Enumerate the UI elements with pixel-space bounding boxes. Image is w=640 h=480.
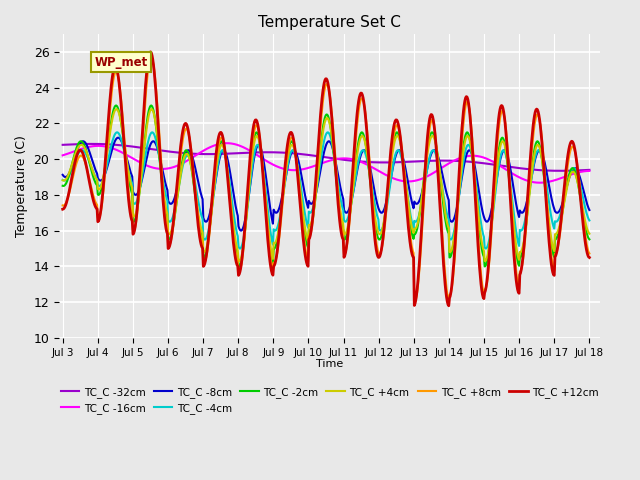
TC_C -2cm [124, 165, 131, 171]
TC_C +12cm [147, 49, 154, 55]
TC_C -4cm [204, 231, 212, 237]
TC_C -2cm [406, 219, 413, 225]
TC_C -4cm [59, 177, 67, 183]
TC_C -8cm [392, 154, 399, 160]
TC_C +8cm [177, 153, 184, 159]
TC_C +12cm [445, 303, 452, 309]
TC_C -8cm [124, 157, 131, 163]
TC_C -32cm [177, 150, 184, 156]
Text: WP_met: WP_met [94, 56, 148, 69]
TC_C +12cm [406, 239, 413, 244]
TC_C -4cm [392, 152, 399, 158]
TC_C +12cm [68, 173, 76, 179]
TC_C -16cm [406, 179, 413, 184]
Line: TC_C +8cm: TC_C +8cm [63, 57, 589, 302]
TC_C -8cm [59, 172, 67, 178]
Y-axis label: Temperature (C): Temperature (C) [15, 135, 28, 237]
TC_C -16cm [204, 145, 212, 151]
TC_C -8cm [177, 169, 184, 175]
Line: TC_C +4cm: TC_C +4cm [63, 109, 589, 261]
Title: Temperature Set C: Temperature Set C [258, 15, 401, 30]
TC_C -2cm [586, 237, 593, 242]
TC_C +4cm [177, 172, 184, 178]
TC_C +8cm [59, 203, 67, 208]
TC_C -16cm [390, 176, 398, 182]
TC_C -2cm [68, 161, 76, 167]
TC_C +8cm [123, 162, 131, 168]
TC_C -8cm [68, 163, 76, 168]
TC_C +8cm [406, 230, 413, 236]
TC_C -8cm [407, 193, 415, 199]
TC_C -4cm [123, 159, 131, 165]
TC_C -32cm [406, 159, 413, 165]
TC_C -16cm [586, 168, 593, 174]
TC_C -2cm [390, 134, 398, 140]
TC_C +12cm [123, 172, 131, 178]
X-axis label: Time: Time [316, 359, 343, 369]
Line: TC_C -4cm: TC_C -4cm [63, 132, 589, 249]
TC_C -32cm [556, 168, 564, 174]
TC_C +12cm [177, 144, 184, 149]
Line: TC_C -16cm: TC_C -16cm [63, 143, 589, 183]
TC_C +8cm [586, 251, 593, 256]
TC_C -16cm [68, 149, 76, 155]
TC_C +8cm [147, 54, 155, 60]
TC_C -16cm [223, 140, 230, 146]
Line: TC_C -8cm: TC_C -8cm [63, 138, 589, 230]
TC_C -32cm [88, 141, 96, 147]
TC_C -4cm [236, 246, 244, 252]
TC_C -4cm [586, 217, 593, 223]
Line: TC_C +12cm: TC_C +12cm [63, 52, 589, 306]
TC_C +12cm [59, 206, 67, 212]
TC_C -4cm [324, 130, 332, 135]
TC_C -8cm [586, 207, 593, 213]
TC_C +12cm [390, 120, 398, 126]
TC_C +8cm [205, 240, 212, 246]
TC_C -32cm [205, 151, 212, 157]
TC_C -16cm [176, 162, 184, 168]
TC_C -32cm [586, 167, 593, 173]
Legend: TC_C -32cm, TC_C -16cm, TC_C -8cm, TC_C -4cm, TC_C -2cm, TC_C +4cm, TC_C +8cm, T: TC_C -32cm, TC_C -16cm, TC_C -8cm, TC_C … [56, 383, 603, 418]
TC_C -16cm [536, 180, 543, 186]
TC_C -16cm [59, 153, 67, 158]
TC_C -2cm [177, 168, 184, 174]
TC_C -8cm [115, 135, 122, 141]
Line: TC_C -32cm: TC_C -32cm [63, 144, 589, 171]
TC_C -8cm [205, 216, 212, 221]
TC_C +8cm [390, 128, 398, 134]
TC_C -4cm [176, 178, 184, 184]
TC_C -32cm [124, 143, 131, 149]
TC_C +4cm [147, 106, 155, 112]
TC_C +4cm [68, 161, 76, 167]
Line: TC_C -2cm: TC_C -2cm [63, 106, 589, 266]
TC_C -2cm [205, 236, 212, 241]
TC_C +8cm [68, 178, 76, 183]
TC_C +4cm [59, 178, 67, 183]
TC_C +4cm [586, 231, 593, 237]
TC_C +4cm [236, 258, 243, 264]
TC_C -2cm [59, 183, 67, 189]
TC_C -16cm [123, 152, 131, 157]
TC_C -2cm [481, 264, 488, 269]
TC_C +4cm [392, 136, 399, 142]
TC_C -8cm [237, 228, 245, 233]
TC_C +4cm [407, 218, 415, 224]
TC_C -2cm [112, 103, 120, 108]
TC_C -4cm [407, 213, 415, 219]
TC_C +4cm [205, 234, 212, 240]
TC_C +12cm [586, 254, 593, 260]
TC_C +4cm [123, 155, 131, 161]
TC_C +8cm [410, 299, 418, 305]
TC_C -4cm [68, 165, 76, 171]
TC_C +12cm [205, 235, 212, 241]
TC_C -32cm [59, 142, 67, 148]
TC_C -32cm [390, 159, 398, 165]
TC_C -32cm [68, 142, 76, 147]
